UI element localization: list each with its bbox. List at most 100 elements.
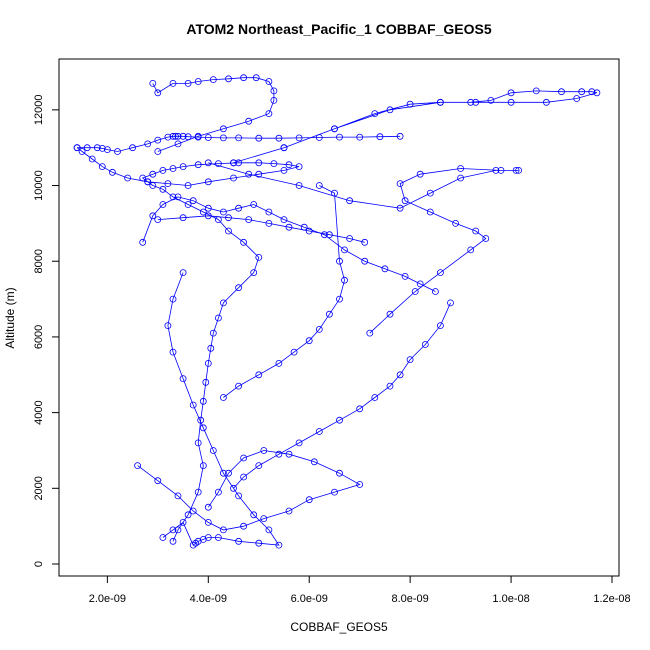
data-point — [169, 295, 177, 303]
data-point — [270, 97, 278, 104]
data-point — [386, 310, 394, 318]
data-point — [169, 526, 177, 534]
data-point — [431, 288, 439, 295]
data-point — [406, 100, 414, 108]
data-point — [285, 507, 293, 515]
data-point — [482, 235, 490, 242]
data-point — [578, 88, 586, 96]
data-point — [204, 204, 212, 212]
data-point — [214, 534, 222, 541]
data-point — [154, 89, 162, 97]
data-point — [194, 488, 202, 496]
y-tick-label: 2000 — [33, 476, 45, 500]
data-point — [295, 439, 303, 447]
data-point — [124, 174, 131, 182]
data-point — [331, 488, 338, 496]
data-point — [159, 534, 167, 541]
data-point — [134, 462, 142, 470]
data-point — [98, 144, 106, 152]
series-line — [137, 450, 361, 531]
data-point — [336, 416, 343, 424]
data-point — [169, 537, 177, 545]
data-point — [240, 454, 248, 462]
data-point — [255, 371, 263, 379]
y-tick-label: 4000 — [33, 400, 45, 424]
data-point — [194, 439, 202, 447]
data-point — [174, 492, 182, 500]
data-point — [214, 488, 222, 496]
data-point — [149, 170, 157, 178]
y-axis-label: Altitude (m) — [3, 287, 17, 348]
data-point — [497, 166, 505, 174]
data-point — [139, 174, 147, 182]
data-point — [204, 534, 212, 541]
data-point — [396, 371, 404, 379]
data-point — [371, 394, 379, 401]
data-point — [197, 416, 205, 424]
y-tick-label: 0 — [33, 561, 45, 567]
data-point — [209, 329, 217, 337]
series-line — [77, 135, 401, 152]
data-point — [149, 212, 157, 220]
data-point — [245, 216, 253, 224]
data-point — [194, 78, 202, 85]
data-point — [169, 165, 177, 172]
x-tick-label: 8.0e-09 — [391, 593, 428, 605]
data-point — [169, 80, 177, 87]
data-point — [194, 161, 202, 169]
data-point — [230, 484, 237, 492]
series-line — [223, 185, 345, 398]
data-point — [285, 161, 293, 169]
data-point — [305, 227, 313, 235]
data-point — [98, 163, 106, 171]
data-point — [129, 144, 137, 152]
data-point — [219, 394, 227, 401]
series-9 — [219, 182, 348, 401]
data-point — [295, 163, 303, 171]
data-point — [73, 144, 81, 152]
data-point — [199, 397, 207, 405]
data-point — [396, 180, 404, 188]
data-point — [204, 178, 212, 186]
data-point — [270, 87, 278, 95]
data-point — [336, 469, 343, 477]
data-point — [202, 378, 210, 386]
data-point — [255, 134, 263, 142]
data-point — [189, 197, 197, 205]
data-point — [361, 238, 369, 246]
data-point — [457, 174, 465, 182]
data-point — [467, 246, 475, 254]
data-point — [280, 166, 288, 174]
series-11 — [154, 212, 369, 246]
data-point — [436, 269, 444, 277]
data-point — [204, 159, 212, 167]
data-point — [295, 182, 303, 189]
data-point — [204, 212, 212, 220]
data-point — [416, 280, 424, 288]
data-point — [356, 405, 364, 413]
series-line — [76, 147, 300, 542]
data-point — [214, 314, 222, 322]
data-point — [172, 132, 179, 140]
data-point — [512, 166, 520, 174]
data-point — [331, 189, 338, 197]
data-point — [558, 88, 565, 96]
data-point — [219, 134, 227, 142]
data-point — [219, 125, 227, 133]
data-point — [252, 74, 260, 82]
data-point — [189, 507, 197, 515]
data-point — [507, 89, 515, 97]
data-point — [240, 473, 248, 481]
data-point — [184, 80, 192, 87]
data-point — [149, 80, 157, 87]
series-4 — [230, 87, 601, 167]
series-2 — [73, 132, 404, 155]
data-point — [250, 269, 258, 277]
data-point — [588, 88, 596, 96]
data-point — [265, 208, 273, 216]
series-line — [208, 162, 519, 334]
x-axis-label: COBBAF_GEOS5 — [290, 620, 388, 634]
series-3 — [149, 74, 278, 155]
data-point — [447, 299, 454, 307]
